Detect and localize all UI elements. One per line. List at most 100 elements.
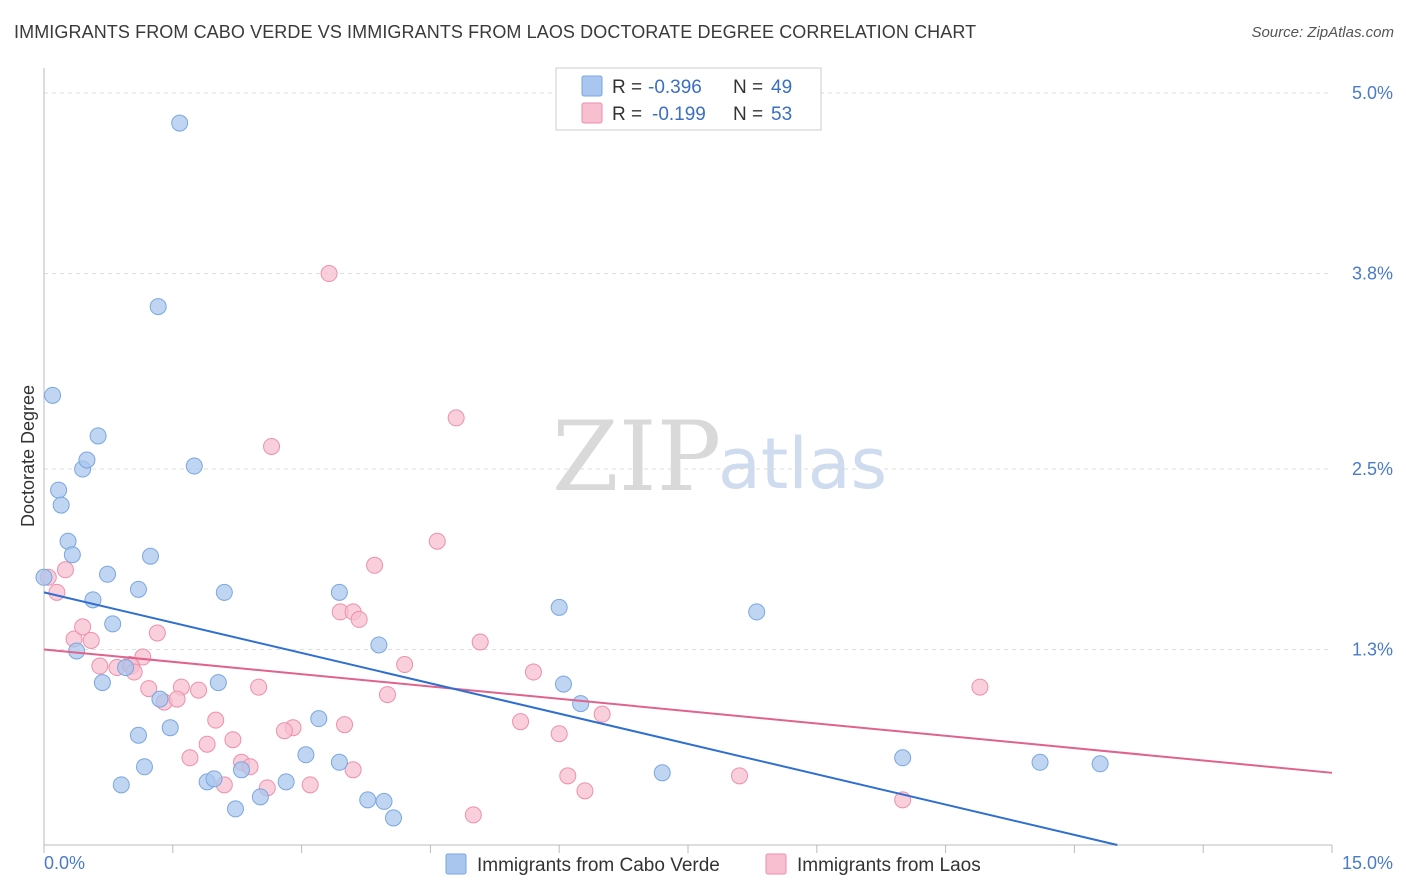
data-point-laos: [224, 731, 242, 749]
data-point-laos: [134, 648, 152, 666]
data-point-laos: [971, 678, 989, 696]
data-point-cabo-verde: [215, 583, 233, 601]
data-point-cabo-verde: [52, 496, 70, 514]
data-point-laos: [198, 735, 216, 753]
data-point-laos: [524, 663, 542, 681]
data-point-cabo-verde: [205, 770, 223, 788]
data-point-cabo-verde: [141, 547, 159, 565]
data-point-cabo-verde: [112, 776, 130, 794]
legend-n-value-laos: 53: [771, 104, 792, 125]
data-point-laos: [336, 716, 354, 734]
data-point-laos: [731, 767, 749, 785]
legend-r-value-cabo-verde: -0.396: [648, 77, 702, 98]
data-point-cabo-verde: [129, 726, 147, 744]
data-point-laos: [378, 686, 396, 704]
data-point-cabo-verde: [251, 788, 269, 806]
data-point-laos: [559, 767, 577, 785]
data-point-laos: [91, 657, 109, 675]
data-point-laos: [576, 782, 594, 800]
y-tick-label: 3.8%: [1352, 264, 1393, 284]
data-point-laos: [48, 583, 66, 601]
data-point-cabo-verde: [44, 386, 62, 404]
data-point-laos: [148, 624, 166, 642]
data-point-laos: [168, 690, 186, 708]
data-point-laos: [74, 618, 92, 636]
series-cabo-verde-points: [35, 114, 1109, 827]
data-point-cabo-verde: [653, 764, 671, 782]
data-point-cabo-verde: [89, 427, 107, 445]
data-point-cabo-verde: [149, 298, 167, 316]
data-point-laos: [512, 713, 530, 731]
data-point-cabo-verde: [68, 642, 86, 660]
data-point-cabo-verde: [370, 636, 388, 654]
data-point-laos: [207, 711, 225, 729]
y-tick-label: 1.3%: [1352, 639, 1393, 659]
data-point-cabo-verde: [135, 758, 153, 776]
data-point-cabo-verde: [151, 690, 169, 708]
y-tick-label: 2.5%: [1352, 459, 1393, 479]
data-point-laos: [301, 776, 319, 794]
x-tick-label-max: 15.0%: [1342, 853, 1393, 873]
legend-n-value-cabo-verde: 49: [771, 77, 792, 98]
data-point-cabo-verde: [171, 114, 189, 132]
data-point-cabo-verde: [78, 451, 96, 469]
data-point-cabo-verde: [1091, 755, 1109, 773]
y-tick-labels: 5.0% 3.8% 2.5% 1.3%: [1352, 83, 1393, 659]
data-point-cabo-verde: [550, 598, 568, 616]
data-point-laos: [428, 532, 446, 550]
series-legend: Immigrants from Cabo Verde Immigrants fr…: [445, 853, 981, 876]
bottom-legend-label-cabo-verde: Immigrants from Cabo Verde: [477, 855, 720, 876]
data-point-cabo-verde: [226, 800, 244, 818]
legend-r-label-cabo-verde: R =: [612, 77, 642, 98]
trend-line-cabo-verde: [43, 591, 1118, 846]
data-point-laos: [320, 265, 338, 283]
data-point-cabo-verde: [310, 710, 328, 728]
y-axis-label: Doctorate Degree: [18, 385, 38, 527]
watermark-atlas: atlas: [718, 423, 887, 505]
data-point-laos: [250, 678, 268, 696]
correlation-legend: R = -0.396 N = 49 R = -0.199 N = 53: [555, 67, 822, 131]
data-point-laos: [447, 409, 465, 427]
data-point-laos: [366, 556, 384, 574]
data-point-cabo-verde: [330, 753, 348, 771]
data-point-cabo-verde: [748, 603, 766, 621]
data-point-cabo-verde: [1031, 753, 1049, 771]
data-point-laos: [350, 610, 368, 628]
data-point-laos: [396, 656, 414, 674]
bottom-legend-swatch-laos: [765, 853, 787, 875]
data-point-cabo-verde: [554, 675, 572, 693]
source-label: Source: ZipAtlas.com: [1251, 24, 1394, 41]
legend-n-label-laos: N =: [733, 104, 763, 125]
data-point-laos: [82, 631, 100, 649]
data-point-cabo-verde: [232, 761, 250, 779]
y-tick-label: 5.0%: [1352, 83, 1393, 103]
data-point-cabo-verde: [359, 791, 377, 809]
bottom-legend-label-laos: Immigrants from Laos: [797, 855, 981, 876]
data-point-cabo-verde: [375, 792, 393, 810]
data-point-laos: [263, 437, 281, 455]
data-point-cabo-verde: [104, 615, 122, 633]
data-point-laos: [275, 722, 293, 740]
data-point-cabo-verde: [99, 565, 117, 583]
data-point-cabo-verde: [35, 568, 53, 586]
gridlines: [44, 92, 1332, 650]
legend-r-value-laos: -0.199: [652, 104, 706, 125]
trend-lines: [43, 591, 1333, 846]
data-point-laos: [464, 806, 482, 824]
watermark-zip: ZIP: [552, 401, 721, 513]
legend-swatch-cabo-verde: [581, 75, 603, 97]
data-point-laos: [550, 725, 568, 743]
data-point-cabo-verde: [93, 674, 111, 692]
legend-n-label-cabo-verde: N =: [733, 77, 763, 98]
data-point-cabo-verde: [129, 580, 147, 598]
data-point-laos: [181, 749, 199, 767]
data-point-cabo-verde: [297, 746, 315, 764]
data-point-cabo-verde: [384, 809, 402, 827]
series-laos-points: [39, 265, 989, 824]
data-point-cabo-verde: [63, 546, 81, 564]
data-point-laos: [56, 561, 74, 579]
data-point-cabo-verde: [330, 583, 348, 601]
data-point-laos: [190, 681, 208, 699]
